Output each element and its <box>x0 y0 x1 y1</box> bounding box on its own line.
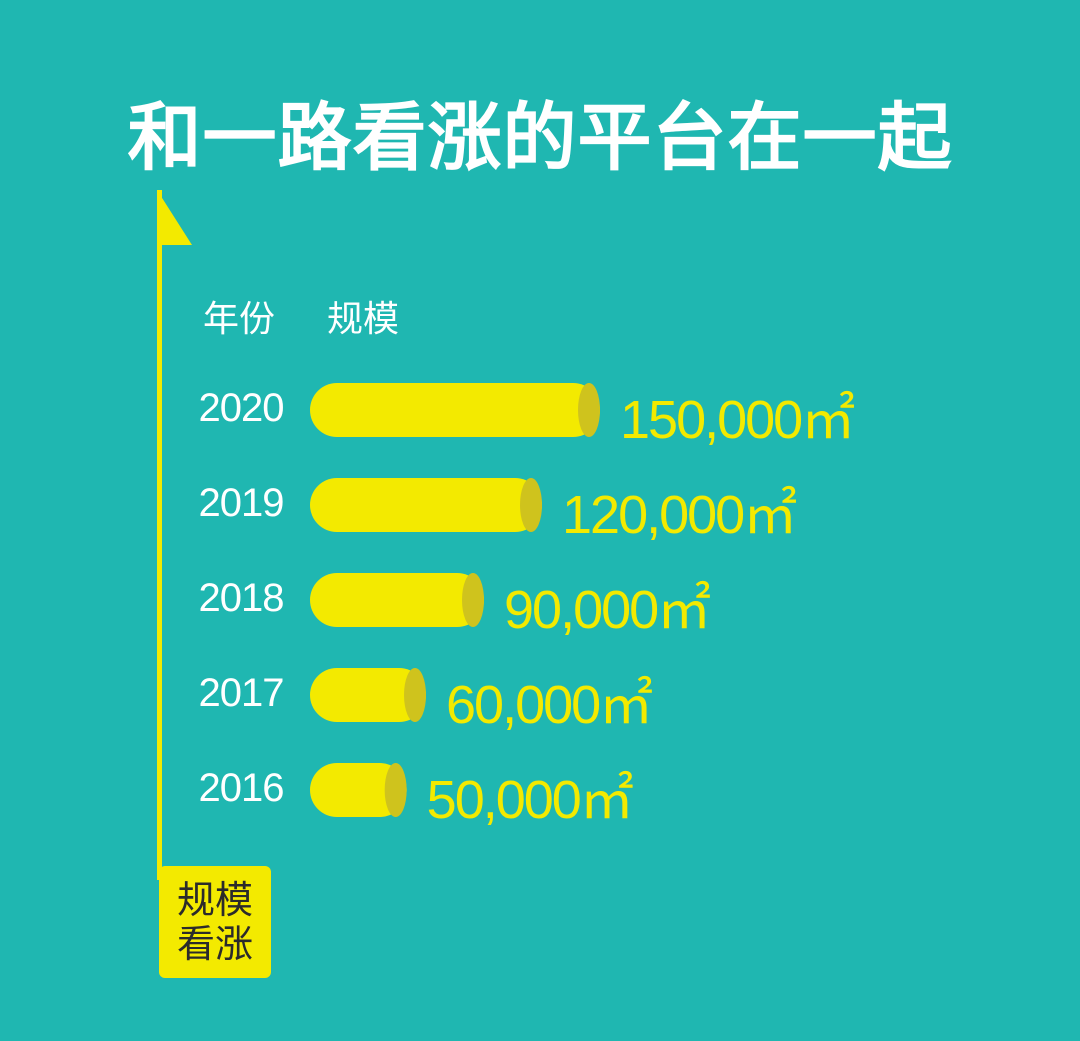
bar-2017 <box>310 668 426 722</box>
year-label-2016: 2016 <box>198 766 285 810</box>
flag-icon <box>157 190 192 245</box>
flag-pole <box>157 190 162 880</box>
bar-body <box>310 763 407 817</box>
bar-end-cap <box>520 478 542 532</box>
page-title: 和一路看涨的平台在一起 <box>127 95 953 181</box>
scale-column-header: 规模 <box>327 299 400 340</box>
year-column-header: 年份 <box>203 299 276 340</box>
bar-2020 <box>310 383 600 437</box>
bar-2016 <box>310 763 407 817</box>
bar-2018 <box>310 573 484 627</box>
bar-end-cap <box>404 668 426 722</box>
scale-badge: 规模 看涨 <box>159 866 271 978</box>
value-label-2020: 150,000㎡ <box>620 390 855 450</box>
bar-end-cap <box>384 763 407 817</box>
bar-2019 <box>310 478 542 532</box>
value-label-2017: 60,000㎡ <box>446 675 653 735</box>
value-label-2016: 50,000㎡ <box>426 770 634 830</box>
value-label-2018: 90,000㎡ <box>504 580 711 640</box>
bar-body <box>310 668 426 722</box>
year-label-2019: 2019 <box>198 481 285 525</box>
year-label-2017: 2017 <box>198 671 285 715</box>
value-label-2019: 120,000㎡ <box>562 485 797 545</box>
year-label-2020: 2020 <box>198 386 285 430</box>
bar-body <box>310 478 542 532</box>
bar-end-cap <box>578 383 600 437</box>
year-label-2018: 2018 <box>198 576 285 620</box>
bar-body <box>310 383 600 437</box>
bar-end-cap <box>462 573 484 627</box>
badge-line-1: 规模 <box>176 878 253 922</box>
badge-line-2: 看涨 <box>176 922 253 966</box>
bar-body <box>310 573 484 627</box>
